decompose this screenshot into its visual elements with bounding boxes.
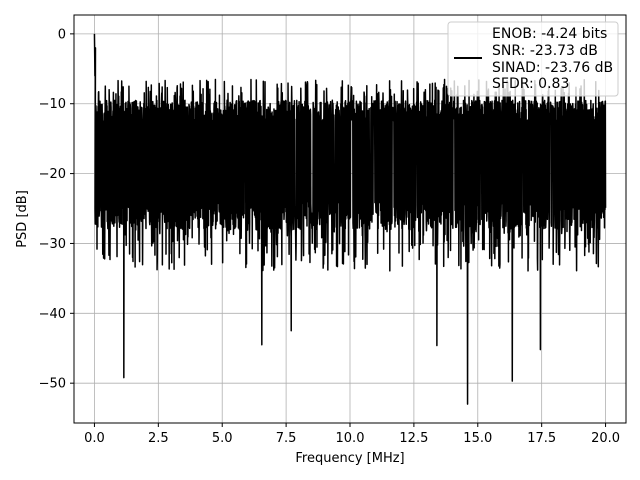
x-tick-label: 5.0 — [212, 431, 233, 446]
x-axis: 0.0 2.5 5.0 7.5 10.0 12.5 15.0 17.5 20.0 — [84, 423, 620, 446]
y-tick-label: −30 — [39, 237, 66, 252]
y-tick-label: −40 — [39, 307, 66, 322]
legend-entry-sfdr: SFDR: 0.83 — [492, 76, 569, 92]
y-tick-label: −10 — [39, 97, 66, 112]
x-tick-label: 17.5 — [527, 431, 556, 446]
psd-series-line — [93, 33, 607, 405]
legend-entry-enob: ENOB: -4.24 bits — [492, 26, 607, 42]
x-axis-label: Frequency [MHz] — [295, 451, 404, 466]
y-axis-label: PSD [dB] — [15, 190, 30, 248]
x-tick-label: 20.0 — [591, 431, 620, 446]
x-tick-label: 2.5 — [148, 431, 169, 446]
legend-box — [447, 21, 619, 97]
x-tick-label: 12.5 — [399, 431, 428, 446]
y-tick-label: 0 — [58, 27, 66, 42]
legend-entry-snr: SNR: -23.73 dB — [492, 43, 598, 59]
plot-area — [93, 33, 607, 405]
x-tick-label: 10.0 — [336, 431, 365, 446]
legend-entry-sinad: SINAD: -23.76 dB — [492, 60, 613, 76]
y-tick-label: −50 — [39, 377, 66, 392]
y-axis: 0 −10 −20 −30 −40 −50 — [39, 27, 74, 392]
x-tick-label: 7.5 — [276, 431, 297, 446]
y-tick-label: −20 — [39, 167, 66, 182]
x-tick-label: 15.0 — [463, 431, 492, 446]
x-tick-label: 0.0 — [84, 431, 105, 446]
legend: ENOB: -4.24 bits SNR: -23.73 dB SINAD: -… — [447, 21, 619, 97]
